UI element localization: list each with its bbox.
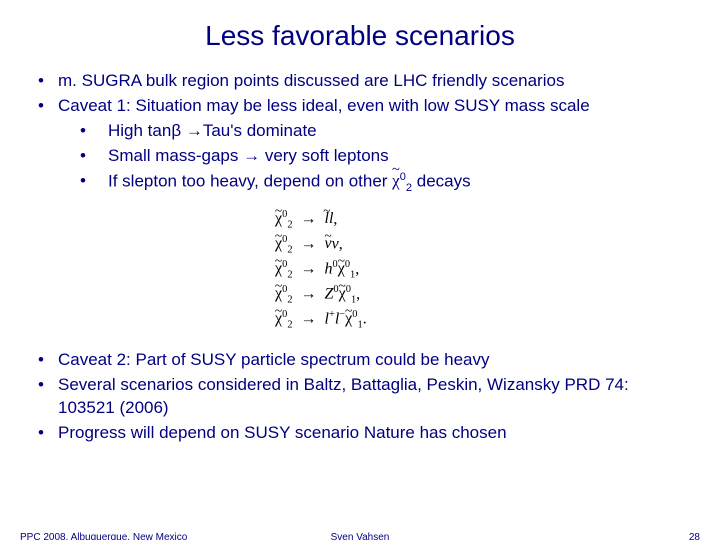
equation-box: ~χ02 → ~ll, ~χ02 → ~νν, ~χ02 → h0~χ01, ~… (275, 208, 445, 333)
equation-row: ~χ02 → ~ll, (275, 208, 445, 233)
chi-symbol: χ (392, 171, 400, 190)
sub-bullet-item: If slepton too heavy, depend on other χ0… (58, 170, 690, 196)
equation-row: ~χ02 → ~νν, (275, 233, 445, 258)
footer-page-number: 28 (689, 532, 700, 540)
bullet-item: Several scenarios considered in Baltz, B… (30, 374, 690, 420)
footer-left: PPC 2008, Albuquerque, New Mexico (20, 532, 187, 540)
bullet-item: Progress will depend on SUSY scenario Na… (30, 422, 690, 445)
slide: Less favorable scenarios m. SUGRA bulk r… (0, 0, 720, 540)
bullet-item: m. SUGRA bulk region points discussed ar… (30, 70, 690, 93)
equation-row: ~χ02 → h0~χ01, (275, 258, 445, 283)
sub-bullet-text: If slepton too heavy, depend on other (108, 171, 392, 190)
equation-row: ~χ02 → l+l−~χ01. (275, 308, 445, 333)
bullet-list-top: m. SUGRA bulk region points discussed ar… (30, 70, 690, 196)
sub-bullet-text: decays (412, 171, 471, 190)
bullet-item: Caveat 2: Part of SUSY particle spectrum… (30, 349, 690, 372)
equation-row: ~χ02 → Z0~χ01, (275, 283, 445, 308)
sub-bullet-list: High tanβ →Tau's dominate Small mass-gap… (58, 120, 690, 196)
bullet-list-bottom: Caveat 2: Part of SUSY particle spectrum… (30, 349, 690, 445)
slide-title: Less favorable scenarios (30, 20, 690, 52)
bullet-item: Caveat 1: Situation may be less ideal, e… (30, 95, 690, 196)
footer-center: Sven Vahsen (331, 532, 390, 540)
sub-bullet-item: High tanβ →Tau's dominate (58, 120, 690, 143)
bullet-text: Caveat 1: Situation may be less ideal, e… (58, 96, 590, 115)
sub-bullet-item: Small mass-gaps → very soft leptons (58, 145, 690, 168)
